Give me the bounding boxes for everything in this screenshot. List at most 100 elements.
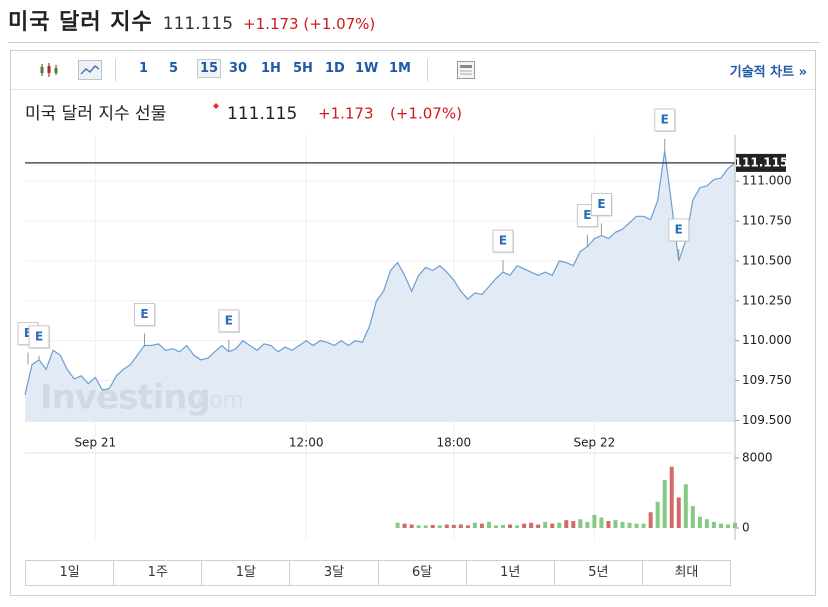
volume-bar — [550, 523, 555, 528]
volume-bar — [451, 524, 456, 528]
volume-bar — [634, 523, 639, 528]
volume-bar — [669, 466, 674, 528]
technical-chart-link[interactable]: 기술적 차트 » — [729, 65, 807, 80]
interval-button[interactable]: 1H — [261, 61, 281, 76]
volume-bar — [557, 522, 562, 528]
y-tick-label: 110.000 — [742, 333, 792, 347]
volume-bar — [486, 521, 491, 528]
header-price: 111.115 — [162, 14, 234, 34]
volume-bar — [711, 521, 716, 528]
volume-bar — [599, 517, 604, 528]
volume-bar — [662, 479, 667, 528]
volume-bar — [395, 522, 400, 528]
instrument-title: 미국 달러 지수 — [8, 10, 153, 35]
volume-bar — [501, 524, 506, 528]
interval-button[interactable]: 15 — [197, 59, 222, 78]
chart-change-pct: (+1.07%) — [390, 105, 462, 123]
interval-button[interactable]: 5H — [293, 61, 313, 76]
area-fill — [25, 150, 735, 422]
volume-bar — [515, 525, 520, 528]
interval-button[interactable]: 1W — [355, 61, 379, 76]
event-label: E — [499, 234, 507, 248]
event-label: E — [35, 329, 43, 343]
chart-change: +1.173 — [318, 105, 374, 123]
volume-bar — [529, 522, 534, 528]
period-button[interactable]: 6달 — [379, 561, 467, 585]
volume-bar — [683, 484, 688, 528]
volume-bar — [697, 516, 702, 528]
event-label: E — [583, 208, 591, 222]
event-label: E — [24, 326, 32, 340]
event-label: E — [661, 112, 669, 126]
toolbar-separator — [427, 59, 428, 81]
last-price-tag — [736, 153, 786, 172]
event-label: E — [140, 307, 148, 321]
volume-tick-label: 0 — [742, 521, 750, 535]
y-tick-label: 110.250 — [742, 293, 792, 307]
volume-bar — [543, 521, 548, 528]
volume-bar — [655, 501, 660, 528]
last-price-label: 111.115 — [734, 155, 789, 169]
volume-bar — [430, 524, 435, 528]
x-tick-label: 18:00 — [437, 436, 472, 450]
candle-icon[interactable] — [39, 62, 59, 78]
period-bar: 1일 1주 1달 3달 6달 1년 5년 최대 — [25, 560, 731, 586]
interval-button[interactable]: 1M — [389, 61, 411, 76]
event-flag — [28, 325, 50, 349]
period-button[interactable]: 3달 — [290, 561, 379, 585]
chart-title: 미국 달러 지수 선물 — [25, 104, 166, 124]
interval-button[interactable]: 5 — [169, 61, 179, 76]
volume-bar — [423, 525, 428, 528]
event-flag — [218, 309, 240, 333]
volume-bar — [571, 521, 576, 528]
event-flag — [492, 229, 514, 253]
volume-bar — [585, 521, 590, 528]
header: 미국 달러 지수 111.115 +1.173 (+1.07%) — [8, 4, 375, 35]
volume-bar — [416, 525, 421, 528]
volume-bar — [409, 524, 414, 528]
period-button[interactable]: 1년 — [467, 561, 555, 585]
period-button[interactable]: 1달 — [202, 561, 291, 585]
period-button[interactable]: 최대 — [674, 565, 699, 580]
volume-bar — [479, 523, 484, 528]
volume-bar — [725, 524, 730, 528]
period-button[interactable]: 5년 — [555, 561, 643, 585]
volume-bar — [690, 506, 695, 528]
volume-bar — [718, 523, 723, 528]
volume-bar — [733, 522, 737, 528]
volume-bar — [564, 520, 569, 528]
interval-button[interactable]: 30 — [229, 61, 248, 76]
y-tick-label: 110.750 — [742, 214, 792, 228]
interval-button[interactable]: 1 — [139, 61, 149, 76]
period-button[interactable]: 1일 — [26, 561, 115, 585]
x-tick-label: Sep 21 — [74, 436, 116, 450]
y-tick-label: 110.500 — [742, 253, 792, 267]
volume-bar — [641, 523, 646, 528]
x-tick-label: 12:00 — [289, 436, 324, 450]
event-label: E — [225, 313, 233, 327]
volume-bar — [606, 521, 611, 528]
event-flag — [654, 108, 676, 132]
event-label: E — [597, 197, 605, 211]
interval-button[interactable]: 1D — [325, 61, 345, 76]
header-separator — [8, 42, 820, 43]
y-tick-label: 109.500 — [742, 413, 792, 427]
event-flag — [668, 218, 690, 242]
volume-bar — [592, 514, 597, 528]
calendar-icon[interactable] — [456, 60, 476, 80]
chart-frame — [10, 50, 816, 596]
volume-bar — [648, 512, 653, 528]
line-icon[interactable] — [78, 60, 102, 80]
volume-bar — [402, 523, 407, 528]
event-flag — [590, 192, 612, 216]
volume-bar — [508, 524, 513, 528]
volume-bar — [676, 497, 681, 528]
volume-bar — [472, 522, 477, 528]
volume-bar — [536, 524, 541, 528]
period-button[interactable]: 1주 — [114, 561, 203, 585]
volume-bar — [704, 519, 709, 528]
volume-bar — [578, 519, 583, 528]
volume-bar — [620, 521, 625, 528]
